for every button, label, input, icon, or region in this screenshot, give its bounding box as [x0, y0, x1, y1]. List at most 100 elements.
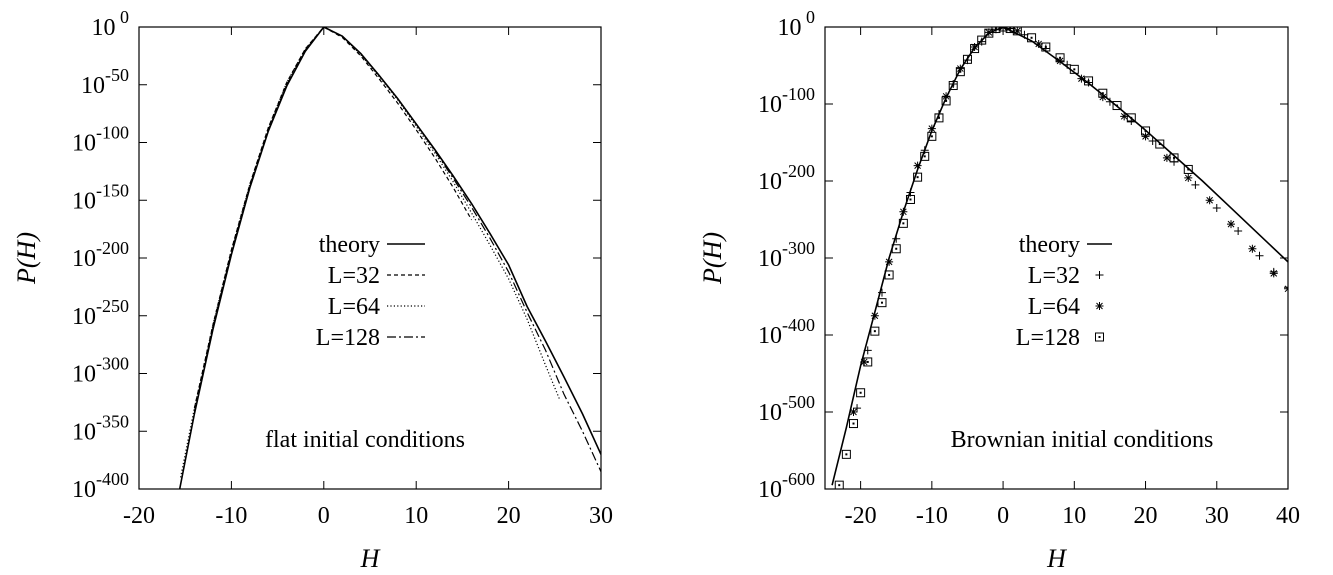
data-point: [970, 44, 980, 54]
data-point: [877, 288, 886, 297]
data-point: [1112, 101, 1122, 111]
legend-label: theory: [1019, 232, 1080, 258]
data-point: [956, 64, 965, 73]
x-tick-label: 0: [997, 503, 1009, 529]
x-axis-label: H: [360, 544, 381, 573]
x-tick-label: 30: [589, 503, 613, 529]
data-point: [1183, 164, 1193, 174]
data-point: [1077, 74, 1086, 83]
data-point: [848, 419, 858, 429]
data-point: [913, 161, 922, 170]
y-tick-base: 10: [92, 15, 116, 41]
x-axis-label: H: [1046, 544, 1067, 573]
data-point: [870, 326, 880, 336]
data-point-center: [973, 47, 976, 50]
data-point: [1141, 126, 1151, 136]
data-point: [1126, 113, 1136, 123]
data-point: [1055, 53, 1065, 63]
x-tick-label: -20: [123, 503, 155, 529]
y-tick-label: 10 0: [778, 7, 816, 41]
data-point: [898, 218, 908, 228]
data-point: [1284, 283, 1288, 292]
data-point: [941, 96, 951, 106]
data-point: [1084, 76, 1094, 86]
data-point: [899, 207, 908, 216]
series-line-l-64: [180, 27, 560, 478]
data-point: [955, 67, 965, 77]
y-tick-base: 10: [778, 15, 802, 41]
data-point-center: [1016, 29, 1019, 32]
data-point-center: [923, 155, 926, 158]
legend-label: L=32: [1028, 263, 1080, 289]
legend-label: L=64: [328, 294, 380, 320]
data-point-center: [1187, 168, 1190, 171]
data-point-center: [945, 99, 948, 102]
data-point: [1284, 284, 1288, 293]
y-tick-exponent: -250: [96, 296, 129, 316]
data-point: [1191, 180, 1200, 189]
legend-label: L=128: [1016, 325, 1080, 351]
data-point: [970, 43, 979, 52]
data-point: [1162, 153, 1171, 162]
data-point-center: [895, 247, 898, 250]
y-tick-exponent: -400: [782, 315, 815, 335]
data-point: [834, 480, 844, 489]
y-tick-exponent: -500: [782, 392, 815, 412]
y-tick-base: 10: [758, 400, 782, 426]
data-point: [1169, 153, 1179, 163]
data-point-center: [1044, 46, 1047, 49]
data-point: [1212, 203, 1221, 212]
x-tick-label: 0: [318, 503, 330, 529]
data-point: [927, 131, 937, 141]
data-point-center: [930, 135, 933, 138]
data-point: [1234, 227, 1243, 236]
data-point: [1027, 33, 1037, 43]
y-tick-exponent: -400: [96, 469, 129, 489]
y-tick-label: 10-250: [72, 296, 129, 330]
data-point: [870, 311, 879, 320]
data-point: [877, 298, 887, 308]
data-point: [1120, 112, 1129, 121]
y-tick-base: 10: [72, 304, 96, 330]
legend-swatch: [1095, 332, 1104, 342]
data-point: [1005, 27, 1015, 34]
data-point-center: [937, 116, 940, 119]
y-tick-label: 10-300: [758, 238, 815, 272]
data-point-center: [859, 391, 862, 394]
data-point: [853, 404, 862, 413]
y-tick-label: 10-600: [758, 469, 815, 503]
y-tick-exponent: 0: [802, 7, 816, 27]
data-point-center: [1030, 36, 1033, 39]
data-point-center: [966, 58, 969, 61]
data-point: [934, 113, 944, 123]
data-point: [984, 28, 994, 38]
data-point-center: [1130, 116, 1133, 119]
data-point-center: [952, 84, 955, 87]
data-point: [920, 151, 930, 161]
data-point-center: [880, 301, 883, 304]
y-tick-exponent: -600: [782, 469, 815, 489]
data-point: [1227, 220, 1236, 229]
data-point-center: [1009, 27, 1012, 30]
data-point-center: [1116, 104, 1119, 107]
data-point: [1184, 173, 1193, 182]
x-tick-label: 20: [1134, 503, 1158, 529]
data-point-center: [980, 39, 983, 42]
y-tick-base: 10: [758, 477, 782, 503]
data-point-center: [1173, 156, 1176, 159]
y-tick-exponent: -300: [96, 354, 129, 374]
y-tick-base: 10: [758, 323, 782, 349]
data-point: [841, 449, 851, 459]
y-tick-exponent: -100: [782, 84, 815, 104]
data-point-center: [852, 422, 855, 425]
left-chart-panel: 10 010-5010-10010-15010-20010-25010-3001…: [12, 7, 613, 573]
y-tick-base: 10: [72, 188, 96, 214]
legend-label: theory: [319, 232, 380, 258]
y-tick-label: 10-500: [758, 392, 815, 426]
y-tick-exponent: 0: [116, 7, 130, 27]
data-point-center: [888, 273, 891, 276]
data-point: [913, 172, 923, 182]
series-line-l-128: [193, 27, 601, 472]
data-point-center: [1087, 79, 1090, 82]
data-point-center: [916, 176, 919, 179]
